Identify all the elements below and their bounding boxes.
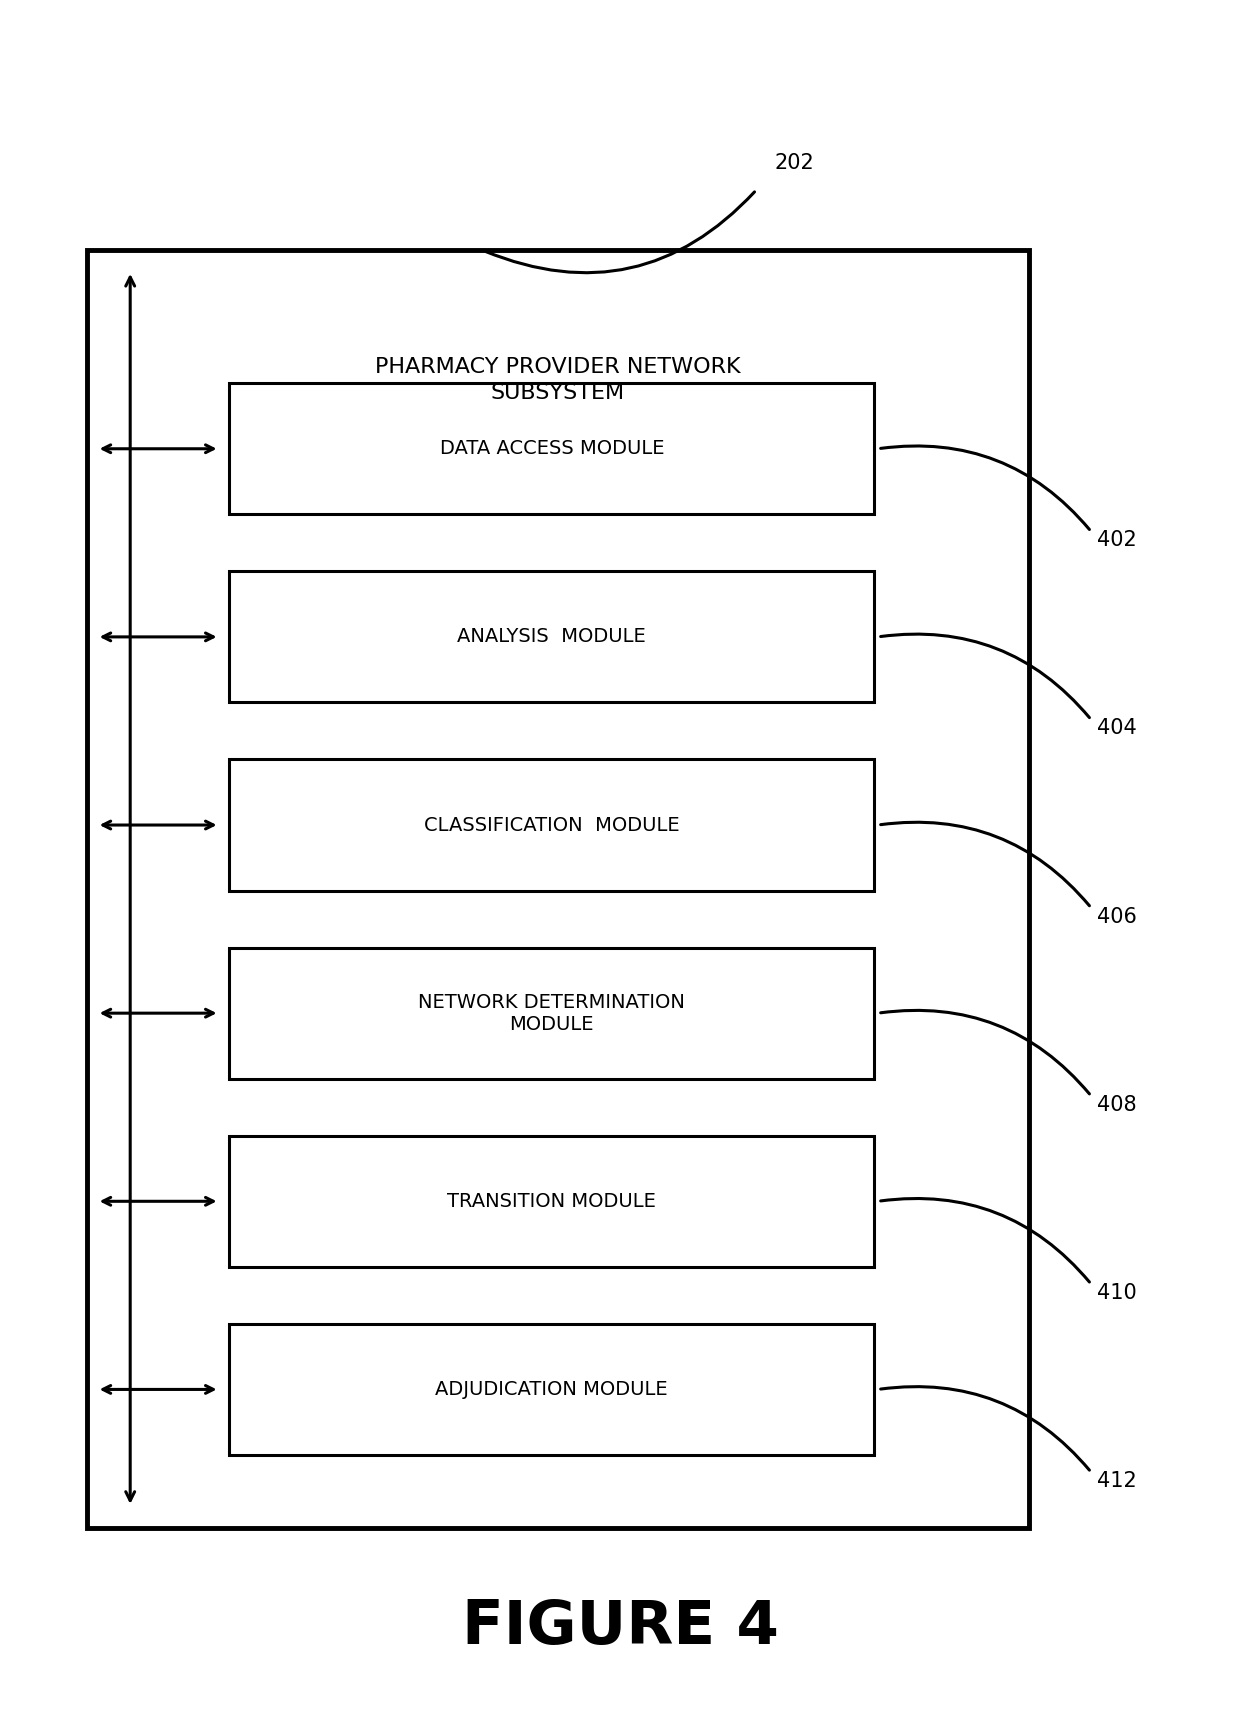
Text: ADJUDICATION MODULE: ADJUDICATION MODULE: [435, 1379, 668, 1400]
Text: 404: 404: [1097, 718, 1137, 739]
Text: ANALYSIS  MODULE: ANALYSIS MODULE: [458, 627, 646, 647]
Bar: [229, 571, 874, 702]
Bar: [229, 1324, 874, 1455]
Text: FIGURE 4: FIGURE 4: [461, 1598, 779, 1657]
Text: PHARMACY PROVIDER NETWORK
SUBSYSTEM: PHARMACY PROVIDER NETWORK SUBSYSTEM: [376, 357, 740, 402]
Text: DATA ACCESS MODULE: DATA ACCESS MODULE: [439, 438, 665, 459]
Text: 410: 410: [1097, 1282, 1137, 1303]
Bar: [229, 948, 874, 1079]
Bar: [229, 759, 874, 891]
Bar: [229, 1136, 874, 1267]
Text: 406: 406: [1097, 906, 1137, 927]
Text: NETWORK DETERMINATION
MODULE: NETWORK DETERMINATION MODULE: [418, 992, 686, 1034]
Text: CLASSIFICATION  MODULE: CLASSIFICATION MODULE: [424, 815, 680, 835]
Text: 408: 408: [1097, 1094, 1137, 1115]
Text: TRANSITION MODULE: TRANSITION MODULE: [448, 1191, 656, 1212]
Bar: [229, 383, 874, 514]
Text: 402: 402: [1097, 530, 1137, 551]
Text: 202: 202: [775, 152, 815, 173]
Text: 412: 412: [1097, 1471, 1137, 1491]
Bar: [87, 250, 1029, 1528]
